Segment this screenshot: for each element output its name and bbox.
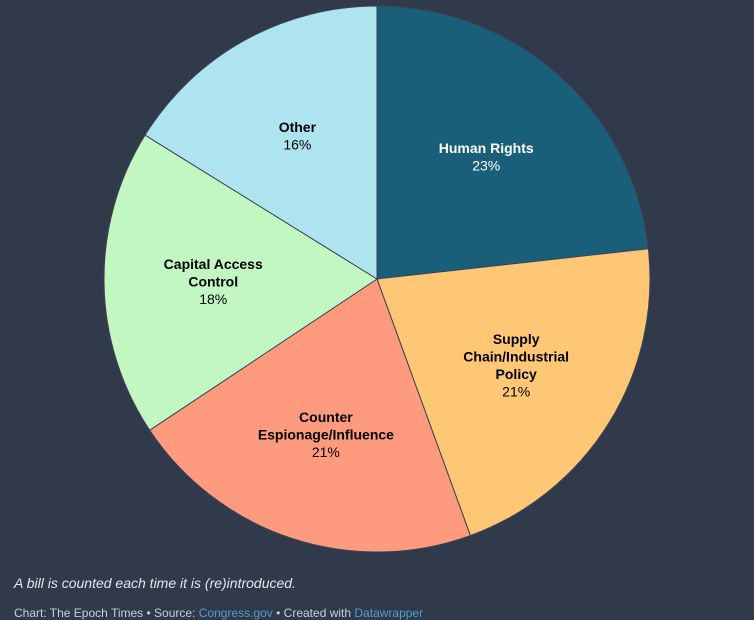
slice-name-line: Chain/Industrial	[463, 349, 569, 365]
slice-name-line: Human Rights	[439, 140, 534, 156]
pie-slice-4	[103, 134, 378, 431]
slice-value-label: 21%	[312, 444, 340, 460]
slice-name-line: Supply	[493, 331, 540, 347]
slice-label-1: Human Rights 23%	[439, 140, 534, 174]
chart-footnote: A bill is counted each time it is (re)in…	[14, 575, 296, 591]
pie-slice-3	[149, 278, 472, 553]
datawrapper-link[interactable]: Datawrapper	[354, 606, 424, 620]
slice-label-3: Counter Espionage/Influence 21%	[258, 409, 394, 460]
created-with-text: • Created with	[276, 606, 352, 620]
slice-value-label: 16%	[283, 137, 311, 153]
source-link[interactable]: Congress.gov	[198, 606, 273, 620]
slice-value-label: 18%	[199, 291, 227, 307]
pie-slice-5	[144, 5, 378, 280]
slice-name-line: Capital Access	[164, 256, 263, 272]
slice-label-5: Other 16%	[279, 119, 317, 153]
slice-name-line: Control	[188, 274, 238, 290]
slice-name-line: Policy	[496, 366, 537, 382]
slice-name-line: Other	[279, 119, 317, 135]
slice-value-label: 21%	[502, 384, 530, 400]
slice-value-label: 23%	[472, 158, 500, 174]
slice-label-2: Supply Chain/Industrial Policy 21%	[463, 331, 569, 400]
slice-name-line: Counter	[299, 409, 353, 425]
slice-name-line: Espionage/Influence	[258, 427, 394, 443]
credit-prefix: Chart: The Epoch Times • Source:	[14, 606, 196, 620]
pie-slice-2	[376, 248, 651, 537]
pie-chart: Human Rights 23% Supply Chain/Industrial Pol…	[103, 5, 651, 553]
chart-credit: Chart: The Epoch Times • Source: Congres…	[14, 606, 423, 620]
pie-slice-1	[376, 5, 649, 280]
slice-label-4: Capital Access Control 18%	[164, 256, 263, 307]
